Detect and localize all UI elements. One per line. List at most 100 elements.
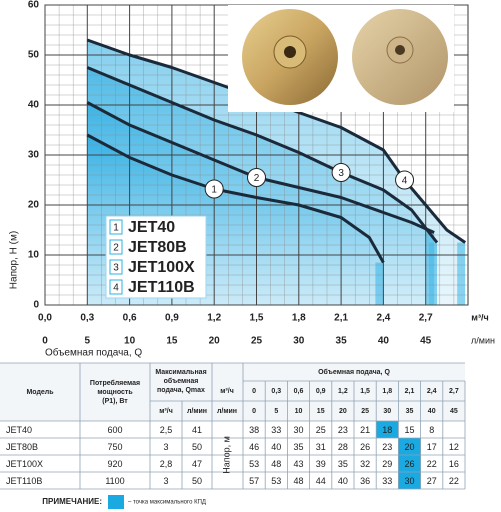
- table-text: л/мин: [217, 408, 237, 415]
- impeller-1-hole: [284, 46, 296, 58]
- table-text: 26: [404, 459, 414, 469]
- y-tick-label: 50: [28, 50, 40, 61]
- x-tick-label: 2,1: [334, 313, 348, 324]
- table-text: 32: [360, 459, 370, 469]
- table-text: 0,3: [271, 388, 281, 395]
- table-text: 21: [360, 425, 370, 435]
- table-text: 30: [404, 476, 414, 486]
- y-tick-label: 10: [28, 250, 40, 261]
- note-swatch: [108, 495, 124, 509]
- table-text: 43: [293, 459, 303, 469]
- table-text: л/мин: [187, 408, 207, 415]
- table-text: Объемная подача, Q: [318, 368, 390, 376]
- table-text: 48: [271, 459, 281, 469]
- table-text: 5: [274, 408, 278, 415]
- table-text: 48: [293, 476, 303, 486]
- table-text: 3: [163, 442, 168, 452]
- table-text: 16: [449, 459, 459, 469]
- curve: [86, 101, 435, 234]
- impeller-photos: [228, 5, 454, 112]
- x-tick-label: 2,4: [376, 313, 390, 324]
- y-tick-label: 20: [28, 200, 40, 211]
- table-text: 23: [382, 442, 392, 452]
- table-text: Потребляемая: [90, 379, 140, 387]
- y-tick-label: 40: [28, 100, 40, 111]
- table-text: 2,7: [449, 388, 459, 395]
- table-text: 41: [192, 425, 202, 435]
- table-text: 2,1: [405, 388, 415, 395]
- x2-tick-label: 20: [209, 336, 221, 347]
- table-text: 35: [293, 442, 303, 452]
- table-text: 15: [404, 425, 414, 435]
- table-text: 1,2: [338, 388, 348, 395]
- table-text: 33: [382, 476, 392, 486]
- legend-number-box: [109, 239, 123, 255]
- y-tick-label: 0: [33, 300, 39, 311]
- legend-number-box: [109, 279, 123, 295]
- x-tick-label: 2,7: [419, 313, 433, 324]
- table-text: 20: [339, 408, 347, 415]
- curve-number: 2: [254, 173, 260, 184]
- table-text: 47: [192, 459, 202, 469]
- table-text: 0: [252, 408, 256, 415]
- end-band: [457, 242, 466, 305]
- table-text: 18: [382, 425, 392, 435]
- table-text: 22: [449, 476, 459, 486]
- curve-marker: [331, 163, 351, 182]
- table-text: 57: [249, 476, 259, 486]
- x2-tick-label: 10: [124, 336, 136, 347]
- curve-number: 3: [338, 168, 344, 179]
- x-axis-label: Объемная подача, Q: [45, 347, 142, 359]
- end-band: [426, 232, 435, 305]
- table-text: 22: [427, 459, 437, 469]
- legend-label: JET80B: [128, 239, 187, 256]
- x2-tick-label: 15: [166, 336, 178, 347]
- curve: [86, 66, 439, 244]
- table-text: 35: [338, 459, 348, 469]
- x2-unit: л/мин: [471, 335, 495, 345]
- legend-label: JET100X: [128, 259, 195, 276]
- table-text: JET40: [6, 425, 32, 435]
- legend-number: 3: [113, 263, 119, 274]
- table-text: 1,8: [382, 388, 392, 395]
- max-efficiency-cell: [398, 438, 421, 455]
- table-text: 12: [449, 442, 459, 452]
- x-tick-label: 1,2: [207, 313, 221, 324]
- table-text: 50: [192, 476, 202, 486]
- table-text: 25: [316, 425, 326, 435]
- table-text: JET80B: [6, 442, 38, 452]
- table-text: 10: [295, 408, 303, 415]
- y-axis-label: Напор, H (м): [9, 231, 20, 289]
- impeller-2-hole: [395, 45, 405, 55]
- table: Модель Потребляемая мощность (P1), Вт Максим…: [0, 362, 466, 509]
- table-text: 33: [271, 425, 281, 435]
- table-text: 2,4: [427, 388, 437, 395]
- x2-tick-label: 30: [293, 336, 305, 347]
- table-text: 8: [429, 425, 434, 435]
- table-text: 40: [271, 442, 281, 452]
- table-text: Модель: [26, 389, 54, 396]
- table-text: 25: [361, 408, 369, 415]
- max-efficiency-cell: [376, 421, 399, 438]
- table-text: 40: [428, 408, 436, 415]
- table-text: мощность: [97, 389, 133, 396]
- table-text: м³/ч: [159, 408, 173, 415]
- x2-tick-label: 40: [378, 336, 390, 347]
- table-text: 1100: [105, 476, 124, 486]
- table-text: 44: [316, 476, 326, 486]
- table-text: 26: [360, 442, 370, 452]
- max-efficiency-cell: [398, 472, 421, 489]
- table-text: подача, Qmax: [157, 387, 205, 394]
- table-text: 35: [406, 408, 414, 415]
- legend-label: JET40: [128, 219, 175, 236]
- table-text: 600: [107, 425, 122, 435]
- table-text: 40: [338, 476, 348, 486]
- table-text: 20: [404, 442, 414, 452]
- legend-number-box: [109, 219, 123, 235]
- x-tick-label: 0,6: [123, 313, 137, 324]
- table-text: 38: [249, 425, 259, 435]
- curve-number: 1: [211, 185, 217, 196]
- table-header-bg: [0, 363, 465, 421]
- y-tick-label: 60: [28, 0, 40, 11]
